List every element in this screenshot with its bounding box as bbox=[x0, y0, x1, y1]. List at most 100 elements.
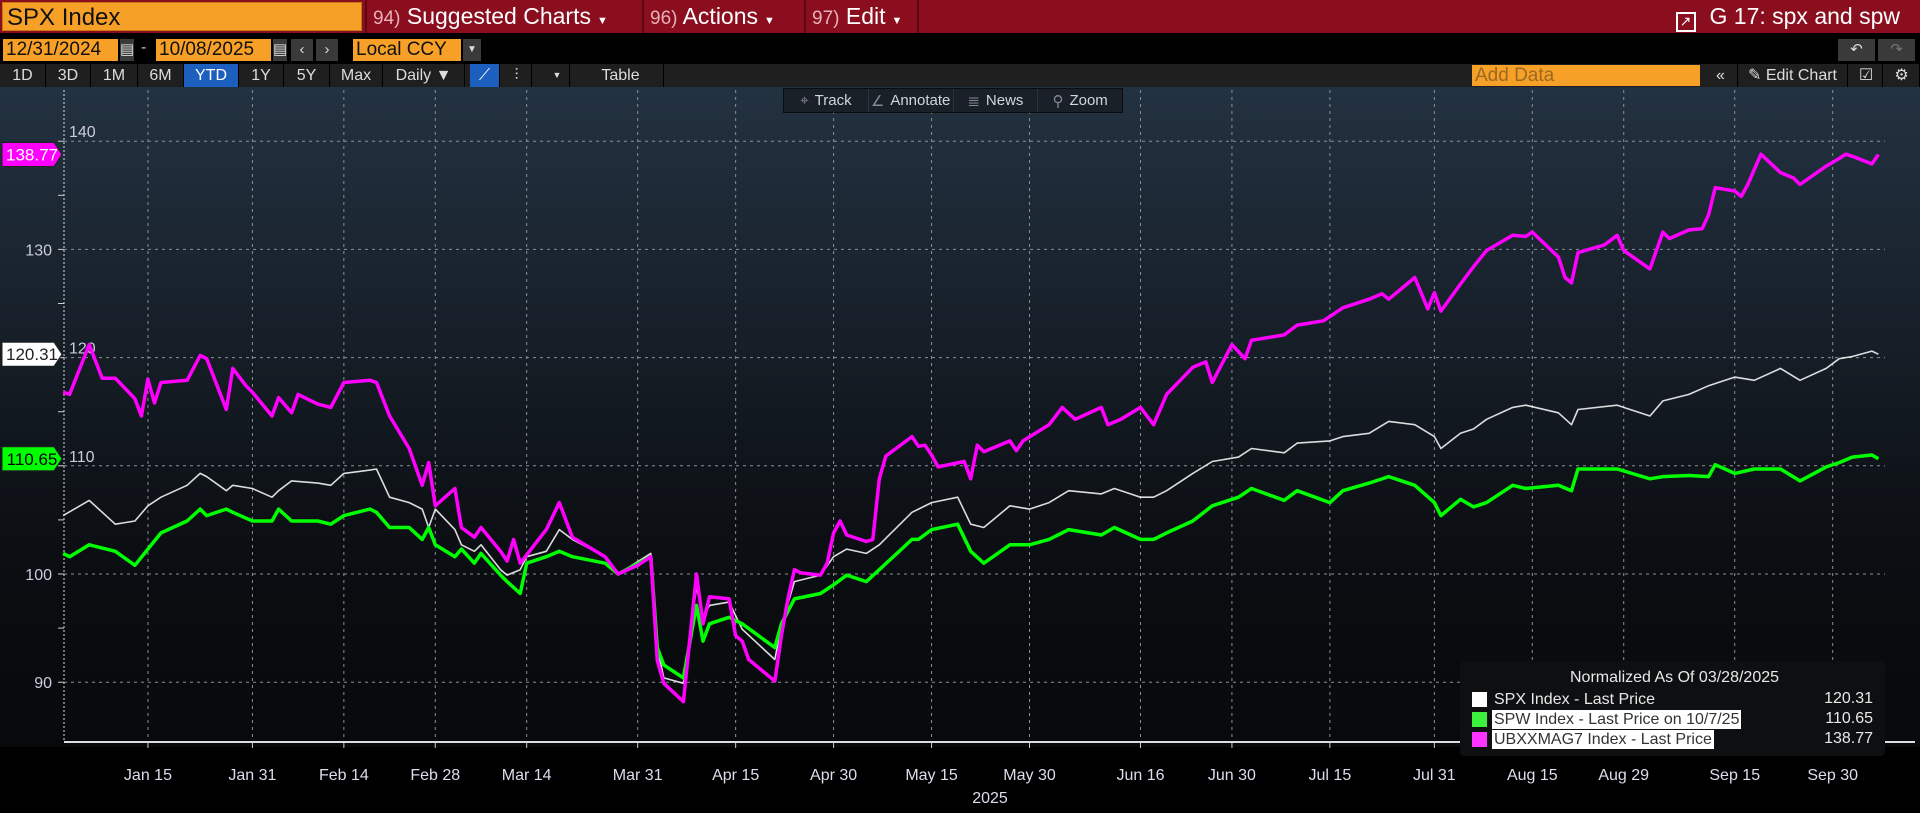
legend-item-mag7[interactable]: UBXXMAG7 Index - Last Price bbox=[1472, 730, 1714, 749]
y-tick-label: 90 bbox=[34, 675, 52, 692]
period-max[interactable]: Max bbox=[330, 64, 383, 87]
series-line-2 bbox=[62, 152, 1880, 704]
news-icon: ≣ bbox=[967, 92, 980, 110]
legend-label: UBXXMAG7 Index - Last Price bbox=[1492, 730, 1714, 749]
period-5y[interactable]: 5Y bbox=[284, 64, 330, 87]
line-chart-icon[interactable]: ⟋ bbox=[470, 64, 500, 87]
caret-down-icon: ▼ bbox=[596, 15, 608, 27]
calendar-icon[interactable]: ▤ bbox=[120, 39, 134, 61]
legend-value: 120.31 bbox=[1824, 690, 1873, 707]
x-axis-label: 2025 bbox=[972, 790, 1008, 807]
legend-item-spx[interactable]: SPX Index - Last Price bbox=[1472, 690, 1657, 709]
toolbar: 1D 3D 1M 6M YTD 1Y 5Y Max Daily ▼ ⟋ ⫶ ▼ … bbox=[0, 64, 1920, 87]
period-3d[interactable]: 3D bbox=[46, 64, 91, 87]
popout-icon[interactable]: ↗ bbox=[1675, 12, 1696, 32]
menu-label: Suggested Charts bbox=[406, 3, 591, 29]
legend-label: SPW Index - Last Price on 10/7/25 bbox=[1492, 710, 1742, 729]
zoom-tool[interactable]: ⚲ Zoom bbox=[1038, 89, 1122, 112]
x-tick-label: Feb 28 bbox=[410, 767, 460, 784]
legend-label: SPX Index - Last Price bbox=[1494, 691, 1655, 708]
last-value-label: 120.31 bbox=[6, 345, 58, 364]
last-value-tag bbox=[1, 446, 63, 472]
calendar-icon[interactable]: ▤ bbox=[273, 39, 287, 61]
y-tick-label: 140 bbox=[69, 124, 96, 141]
menu-label: Edit bbox=[845, 3, 886, 29]
edit-menu[interactable]: 97) Edit ▼ bbox=[804, 0, 919, 33]
chart-settings-icon[interactable]: ☑ bbox=[1850, 64, 1883, 87]
track-label: Track bbox=[814, 92, 852, 109]
x-tick-label: Jan 31 bbox=[228, 767, 276, 784]
actions-menu[interactable]: 96) Actions ▼ bbox=[642, 0, 802, 33]
x-tick-label: Mar 31 bbox=[613, 767, 663, 784]
legend-swatch bbox=[1472, 712, 1487, 727]
chart-title: ↗ G 17: spx and spw bbox=[1675, 0, 1901, 33]
x-tick-label: Jan 15 bbox=[124, 767, 172, 784]
annotate-tool[interactable]: ∠ Annotate bbox=[869, 89, 954, 112]
legend-title: Normalized As Of 03/28/2025 bbox=[1570, 669, 1780, 686]
search-icon: ⚲ bbox=[1052, 92, 1064, 110]
pencil-icon: ✎ bbox=[1748, 67, 1762, 84]
legend-value: 110.65 bbox=[1825, 710, 1873, 727]
caret-down-icon[interactable]: ▼ bbox=[463, 39, 481, 61]
menu-number: 97) bbox=[812, 8, 840, 29]
start-date-input[interactable]: 12/31/2024 bbox=[3, 39, 118, 61]
x-tick-label: May 30 bbox=[1003, 767, 1056, 784]
legend-value: 138.77 bbox=[1824, 730, 1873, 747]
track-tool[interactable]: ⌖ Track bbox=[784, 89, 869, 112]
news-tool[interactable]: ≣ News bbox=[954, 89, 1039, 112]
y-tick-label: 110 bbox=[69, 449, 95, 466]
last-value-label: 138.77 bbox=[6, 146, 58, 165]
last-value-tag bbox=[1, 341, 63, 367]
ticker-input[interactable]: SPX Index bbox=[2, 2, 362, 31]
top-bar: SPX Index 94) Suggested Charts ▼ 96) Acti… bbox=[0, 0, 1920, 33]
table-button[interactable]: Table bbox=[578, 64, 664, 87]
redo-button[interactable]: ↷ bbox=[1878, 39, 1915, 61]
edit-chart-label: Edit Chart bbox=[1765, 67, 1837, 84]
period-1d[interactable]: 1D bbox=[0, 64, 46, 87]
x-tick-label: Mar 14 bbox=[502, 767, 552, 784]
menu-label: Actions bbox=[682, 3, 759, 29]
chart-tools: ⌖ Track ∠ Annotate ≣ News ⚲ Zoom bbox=[783, 88, 1123, 113]
period-1y[interactable]: 1Y bbox=[239, 64, 284, 87]
y-tick-label: 130 bbox=[25, 242, 52, 259]
prev-period-button[interactable]: ‹ bbox=[291, 39, 313, 61]
x-tick-label: Aug 15 bbox=[1507, 767, 1558, 784]
next-period-button[interactable]: › bbox=[316, 39, 338, 61]
y-tick-label: 100 bbox=[25, 567, 52, 584]
legend-swatch bbox=[1472, 692, 1487, 707]
add-data-input[interactable]: Add Data bbox=[1472, 65, 1700, 86]
undo-button[interactable]: ↶ bbox=[1838, 39, 1875, 61]
currency-select[interactable]: Local CCY bbox=[353, 39, 461, 61]
chart-title-text: G 17: spx and spw bbox=[1709, 3, 1901, 29]
zoom-label: Zoom bbox=[1069, 92, 1108, 109]
period-1m[interactable]: 1M bbox=[91, 64, 138, 87]
x-tick-label: Apr 15 bbox=[712, 767, 759, 784]
x-tick-label: Jun 16 bbox=[1116, 767, 1164, 784]
caret-down-icon: ▼ bbox=[764, 15, 775, 27]
caret-down-icon[interactable]: ▼ bbox=[545, 64, 570, 87]
last-value-tag bbox=[1, 142, 63, 168]
period-ytd[interactable]: YTD bbox=[184, 64, 239, 87]
chart-area bbox=[0, 87, 1920, 747]
suggested-charts-menu[interactable]: 94) Suggested Charts ▼ bbox=[365, 0, 640, 33]
x-tick-label: Apr 30 bbox=[810, 767, 857, 784]
annotate-icon: ∠ bbox=[870, 92, 885, 110]
news-label: News bbox=[985, 92, 1024, 109]
x-tick-label: Sep 30 bbox=[1807, 767, 1858, 784]
bar-chart-icon[interactable]: ⫶ bbox=[502, 64, 532, 87]
end-date-input[interactable]: 10/08/2025 bbox=[156, 39, 271, 61]
menu-number: 96) bbox=[650, 8, 678, 29]
period-6m[interactable]: 6M bbox=[138, 64, 184, 87]
edit-chart-button[interactable]: ✎ Edit Chart bbox=[1738, 64, 1848, 87]
frequency-select[interactable]: Daily ▼ bbox=[383, 64, 465, 87]
x-tick-label: Aug 29 bbox=[1598, 767, 1649, 784]
caret-down-icon: ▼ bbox=[891, 15, 903, 27]
legend: Normalized As Of 03/28/2025 SPX Index - … bbox=[1460, 661, 1885, 756]
date-range-row: 12/31/2024 ▤ - 10/08/2025 ▤ ‹ › Local CC… bbox=[0, 37, 1920, 62]
menu-number: 94) bbox=[373, 8, 401, 29]
legend-item-spw[interactable]: SPW Index - Last Price on 10/7/25 bbox=[1472, 710, 1742, 729]
x-tick-label: Sep 15 bbox=[1709, 767, 1760, 784]
collapse-icon[interactable]: « bbox=[1704, 64, 1738, 87]
date-separator: - bbox=[141, 39, 147, 56]
